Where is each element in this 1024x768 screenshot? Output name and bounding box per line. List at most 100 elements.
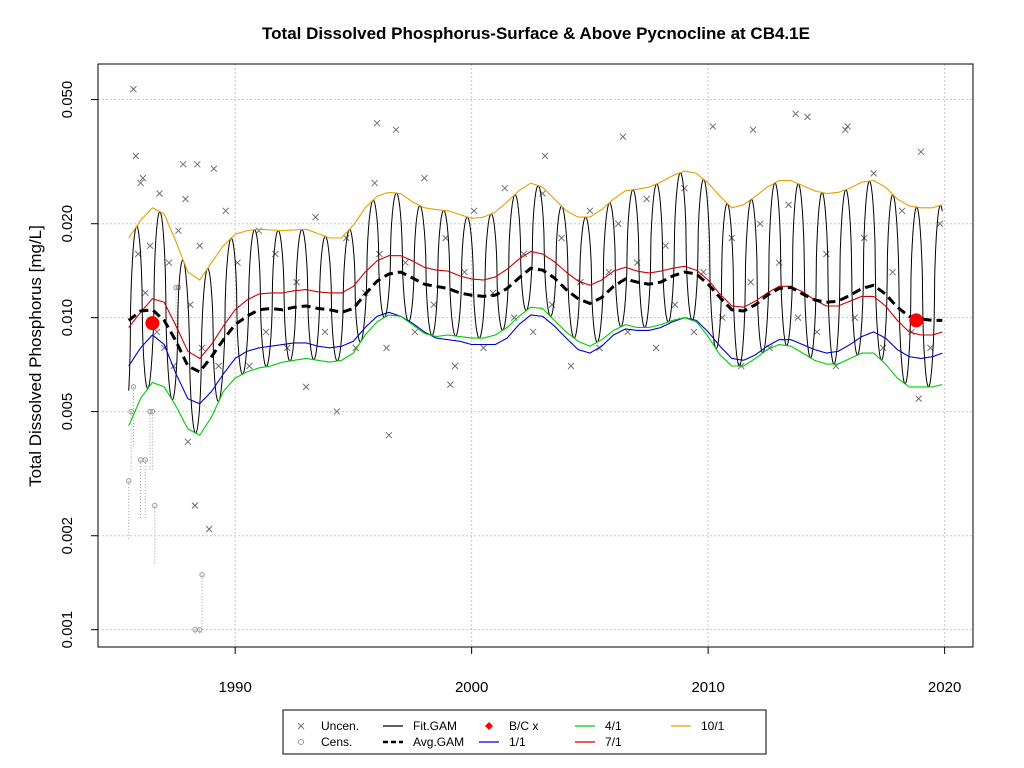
uncensored-point: [420, 174, 428, 182]
uncensored-point: [376, 250, 383, 258]
uncensored-point: [193, 160, 201, 168]
uncensored-point: [681, 184, 688, 192]
legend-entry: 1/1: [479, 735, 526, 749]
plot-area: 1990 2000 2010 2020 0.001 0.002 0.005 0.010 0.02…: [59, 63, 974, 696]
uncensored-point: [879, 344, 887, 352]
uncensored-point: [245, 362, 253, 370]
legend-label: Fit.GAM: [413, 719, 457, 733]
uncensored-point: [191, 502, 199, 509]
uncensored-point: [184, 438, 192, 446]
uncensored-point: [156, 190, 163, 197]
y-axis-label: Total Dissolved Phosphorus [mg/L]: [26, 225, 45, 487]
uncensored-point: [198, 344, 206, 352]
uncensored-point: [823, 250, 830, 258]
x-tick-label: 2000: [455, 679, 488, 696]
uncensored-point: [272, 250, 279, 258]
x-tick-label: 2020: [928, 679, 961, 696]
uncensored-point: [461, 268, 468, 276]
uncensored-point: [889, 268, 896, 276]
y-tick-label: 0.020: [59, 205, 76, 243]
uncensored-point: [747, 278, 755, 286]
uncensored-point: [619, 133, 627, 141]
censored-point: [130, 384, 137, 390]
uncensored-point: [137, 179, 144, 187]
uncensored-point: [392, 126, 400, 134]
fit-gam-line: [128, 172, 943, 434]
uncensored-point: [141, 289, 149, 297]
uncensored-point: [785, 201, 792, 209]
legend-label: Cens.: [321, 735, 352, 749]
y-tick-label: 0.005: [59, 393, 76, 431]
uncensored-point: [541, 152, 549, 160]
censored-point: [142, 457, 148, 463]
uncensored-point: [383, 344, 390, 352]
uncensored-point: [130, 85, 137, 93]
uncensored-point: [643, 195, 651, 203]
legend-label: Uncen.: [321, 719, 359, 733]
uncensored-point: [558, 234, 565, 242]
bc-point: [909, 313, 924, 328]
uncensored-point: [182, 195, 189, 203]
uncensored-point: [402, 259, 409, 267]
uncensored-point: [898, 207, 906, 215]
legend-label: 7/1: [605, 735, 622, 749]
uncensored-point: [146, 242, 154, 250]
censored-point: [126, 478, 132, 484]
plot-frame: [97, 63, 974, 648]
uncensored-point: [605, 268, 613, 276]
uncensored-point: [927, 344, 934, 352]
uncensored-point: [749, 126, 757, 134]
uncensored-point: [139, 174, 147, 182]
uncensored-point: [792, 110, 799, 118]
chart-title: Total Dissolved Phosphorus-Surface & Abo…: [262, 24, 810, 43]
uncensored-point: [430, 301, 438, 309]
censored-point: [199, 572, 205, 578]
uncensored-point: [480, 344, 487, 352]
uncensored-point: [451, 362, 459, 370]
uncensored-point: [255, 227, 263, 235]
uncensored-point: [671, 301, 679, 309]
series-line-7-1: [128, 250, 943, 360]
legend-entry: 4/1: [575, 719, 622, 733]
legend-entry: Uncen.: [297, 719, 359, 733]
uncensored-point: [153, 328, 161, 336]
legend-entry: Fit.GAM: [383, 719, 457, 733]
uncensored-point: [870, 170, 878, 177]
uncensored-point: [215, 362, 222, 370]
uncensored-point: [447, 381, 454, 388]
uncensored-point: [908, 328, 915, 336]
uncensored-point: [917, 148, 925, 156]
legend-entry: Avg.GAM: [383, 735, 464, 749]
legend-label: 1/1: [509, 735, 526, 749]
uncensored-point: [132, 152, 140, 160]
legend: Uncen. Cens. Fit.GAM Avg.GAM B/C x 1/1 4/1 7/1 1…: [282, 709, 767, 755]
uncensored-point: [709, 123, 717, 130]
legend-label: B/C x: [509, 719, 538, 733]
legend-entry: 10/1: [671, 719, 725, 733]
uncensored-point: [652, 344, 660, 352]
uncensored-point: [841, 126, 849, 134]
legend-label: 10/1: [701, 719, 725, 733]
legend-entry: 7/1: [575, 735, 622, 749]
y-tick-label: 0.001: [59, 611, 76, 649]
uncensored-point: [520, 250, 528, 258]
legend-box: [282, 709, 767, 755]
series-line-1-1: [128, 311, 943, 405]
uncensored-point: [165, 259, 173, 267]
uncensored-point: [196, 242, 204, 250]
uncensored-point: [302, 383, 310, 391]
bc-point: [145, 316, 160, 331]
uncensored-point: [321, 328, 329, 336]
y-tick-label: 0.010: [59, 299, 76, 337]
uncensored-point: [262, 328, 270, 336]
x-tick-label: 2010: [691, 679, 724, 696]
avg-gam-line: [127, 266, 943, 374]
uncensored-point: [373, 119, 381, 127]
legend-label: 4/1: [605, 719, 622, 733]
legend-entry: B/C x: [485, 719, 538, 733]
uncensored-point: [529, 328, 537, 336]
series-line-10-1: [128, 170, 943, 281]
uncensored-point: [756, 220, 764, 228]
uncensored-point: [804, 113, 811, 121]
